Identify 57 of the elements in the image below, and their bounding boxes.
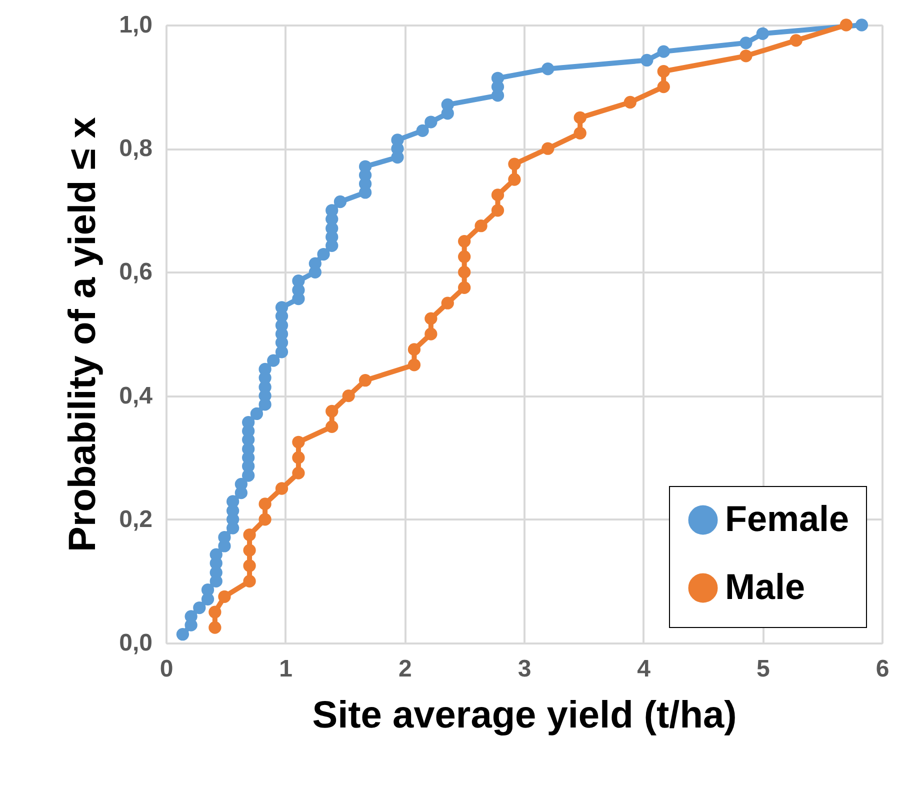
y-axis-title: Probability of a yield ≤ x <box>62 117 104 552</box>
point <box>258 513 272 526</box>
point <box>458 250 471 264</box>
x-tick-label: 1 <box>279 656 293 682</box>
point <box>574 111 586 124</box>
point <box>508 158 521 170</box>
y-tick-label: 0,8 <box>119 135 152 162</box>
point <box>208 606 222 618</box>
point <box>441 296 454 310</box>
point <box>275 482 288 495</box>
x-tick-label: 4 <box>637 656 652 682</box>
point <box>458 281 471 294</box>
point <box>326 420 338 434</box>
point <box>408 358 421 372</box>
point <box>208 621 222 634</box>
point <box>218 590 231 603</box>
point <box>243 559 256 572</box>
point <box>657 65 670 78</box>
point <box>424 312 438 325</box>
point <box>258 498 272 510</box>
point <box>292 466 305 480</box>
y-tick-label: 0,2 <box>119 506 152 533</box>
point <box>542 142 554 155</box>
point <box>574 126 586 140</box>
point <box>292 436 305 448</box>
y-tick-label: 0,4 <box>119 382 154 410</box>
point <box>508 173 521 186</box>
point <box>243 544 256 557</box>
point <box>424 328 438 340</box>
x-tick-label: 6 <box>876 656 890 682</box>
x-axis-title: Site average yield (t/ha) <box>312 694 737 736</box>
point <box>840 18 853 32</box>
x-tick-label: 5 <box>756 656 770 682</box>
point <box>326 404 338 418</box>
point <box>790 34 802 47</box>
point <box>474 220 488 232</box>
point <box>292 451 305 464</box>
x-tick-label: 0 <box>160 656 174 682</box>
legend-label: Male <box>725 566 806 607</box>
point <box>657 80 670 94</box>
point <box>458 266 471 279</box>
y-tick-label: 0,6 <box>119 258 152 286</box>
point <box>491 188 504 202</box>
y-tick-label: 0,0 <box>119 630 152 656</box>
x-tick-label: 2 <box>398 656 412 682</box>
point <box>491 204 504 217</box>
point <box>458 234 471 248</box>
point <box>740 50 752 62</box>
point <box>624 96 637 109</box>
point <box>408 343 421 356</box>
point <box>243 574 256 588</box>
point <box>358 374 372 387</box>
legend-label: Female <box>725 498 850 539</box>
point <box>342 389 355 402</box>
x-tick-label: 3 <box>518 656 532 682</box>
y-tick-label: 1,0 <box>119 12 152 38</box>
point <box>243 528 256 542</box>
